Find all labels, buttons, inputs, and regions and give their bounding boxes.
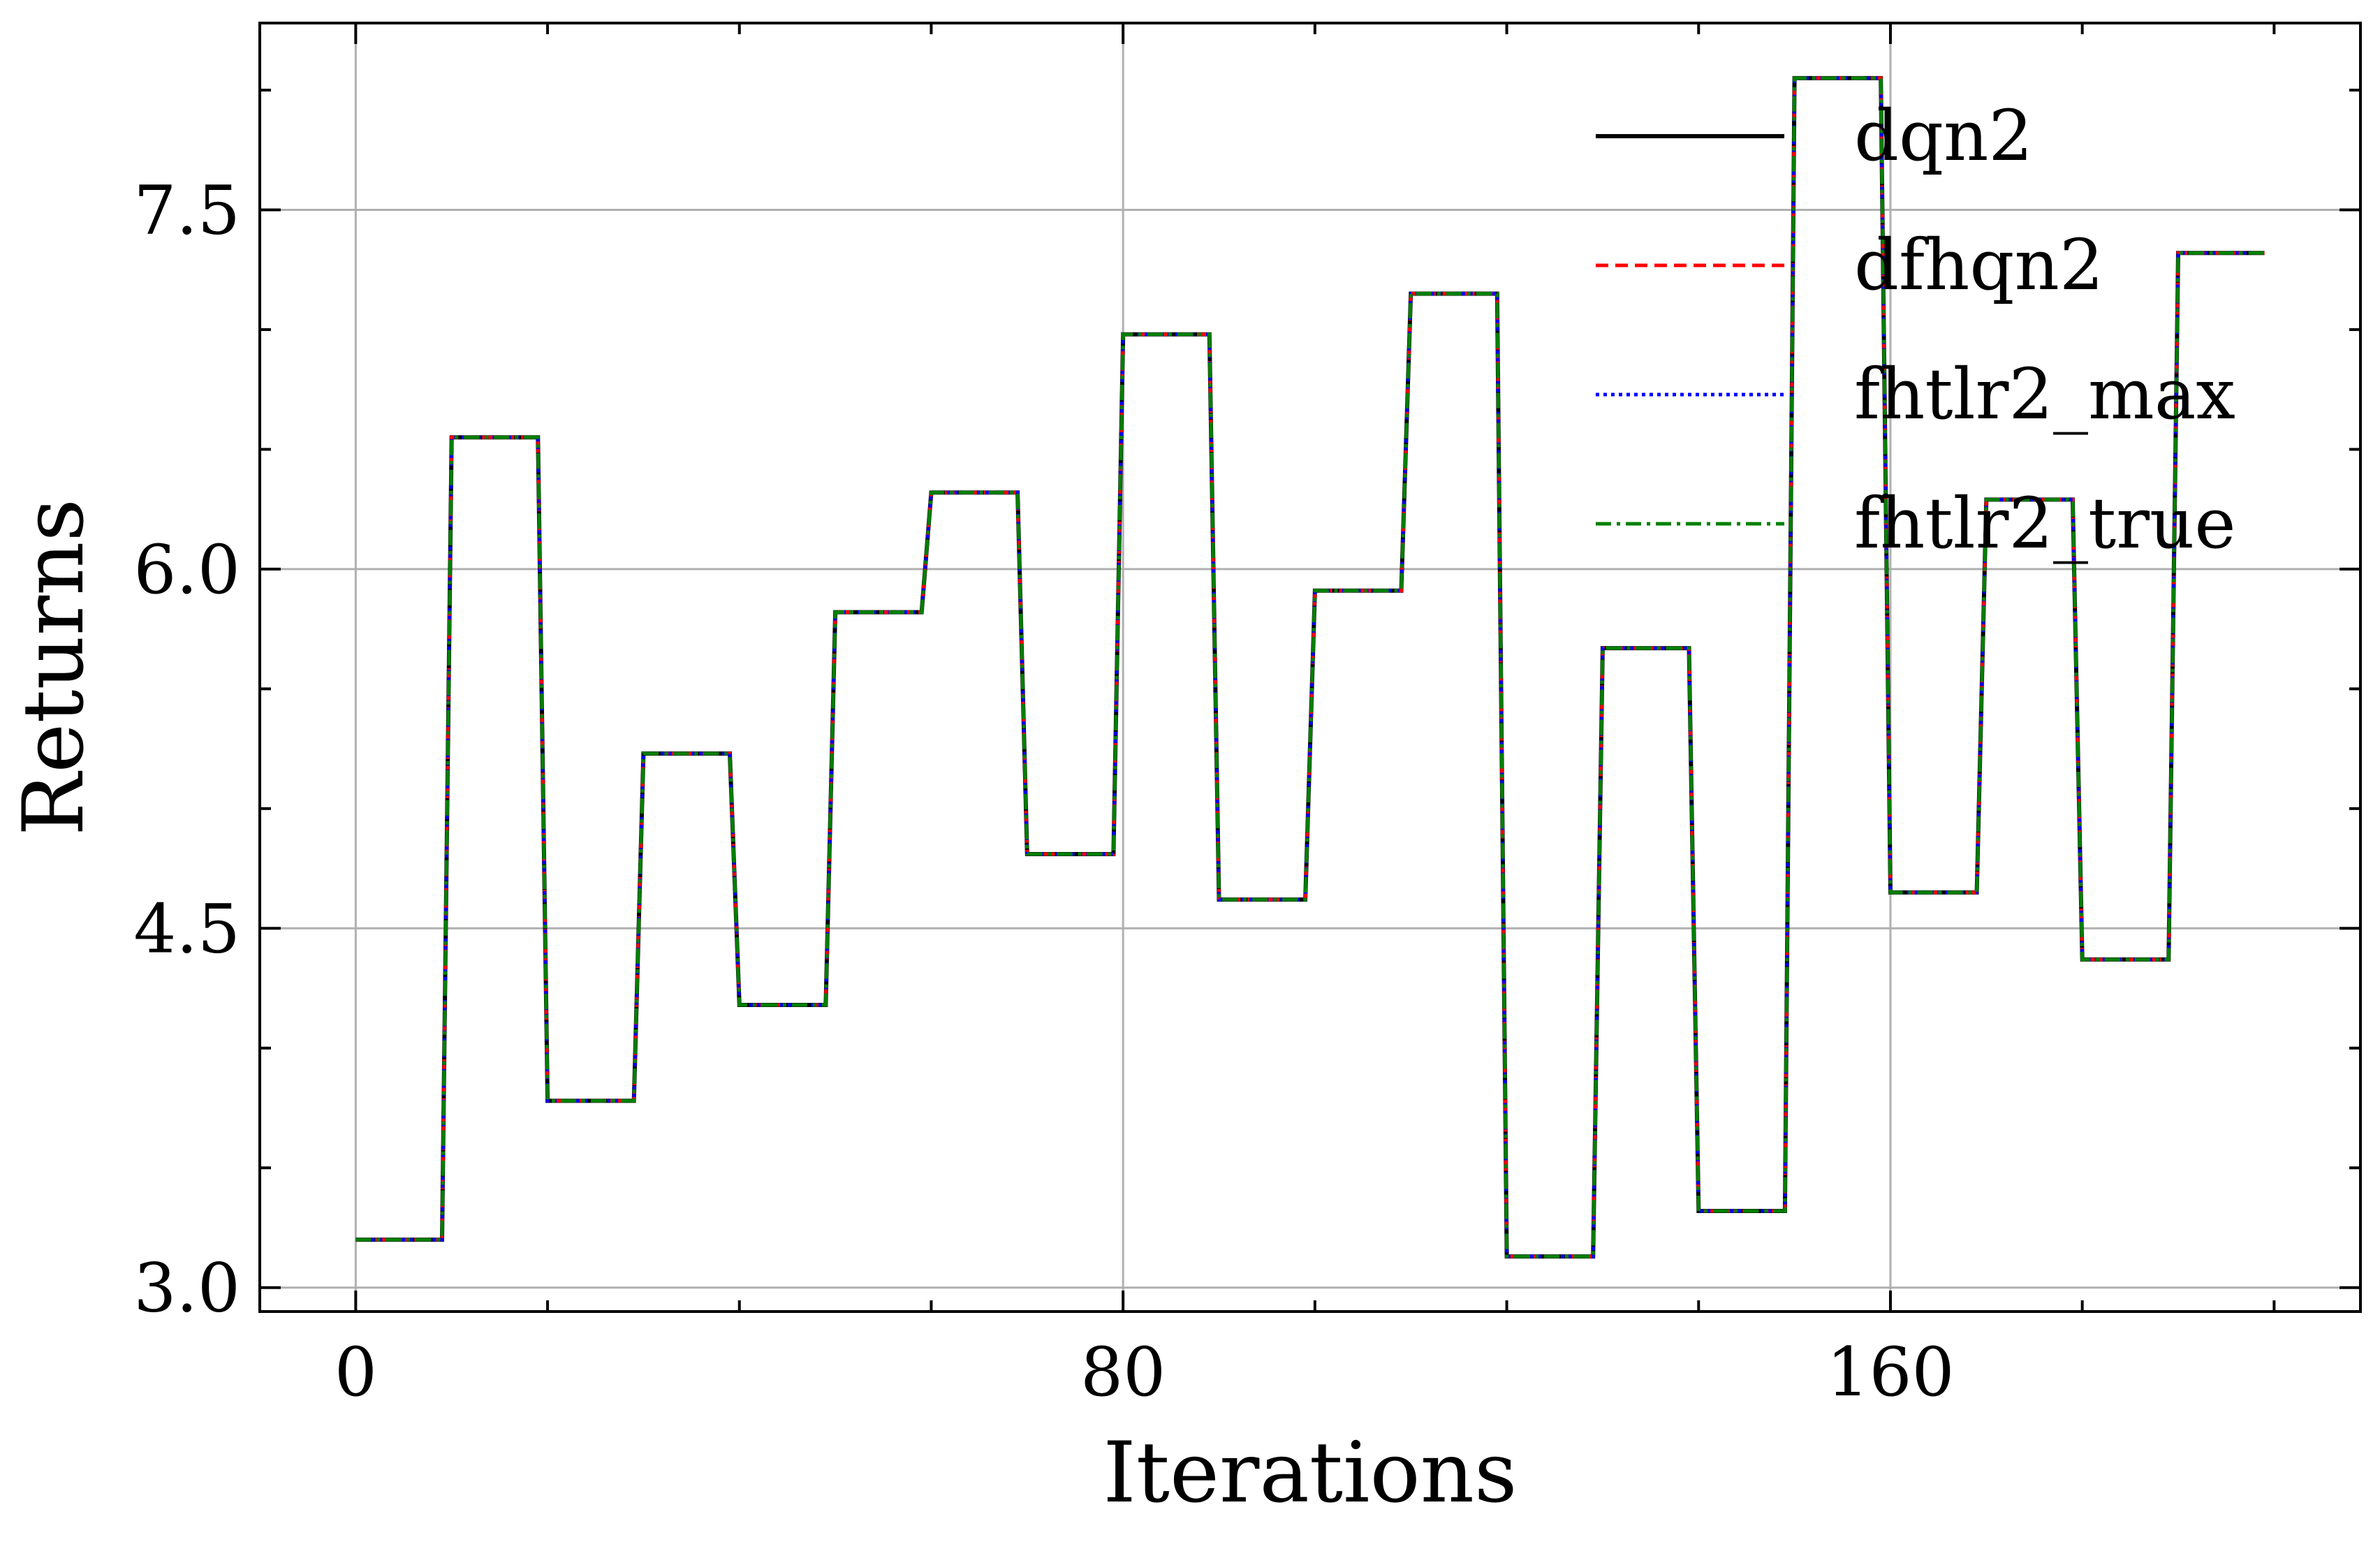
y-tick-label: 3.0 [133,1249,240,1328]
x-tick-label: 80 [1080,1333,1166,1411]
x-tick-label: 0 [335,1333,377,1411]
tick-labels: 0 80 160 3.0 4.5 6.0 7.5 [133,171,1954,1411]
grid-lines [260,23,2360,1312]
legend: dqn2 dfhqn2 fhtlr2_max fhtlr2_true [1596,95,2236,564]
y-tick-label: 7.5 [133,171,240,249]
plot-frame [258,22,2362,1313]
y-axis-title: Returns [6,499,103,836]
y-tick-label: 4.5 [133,890,240,968]
plot-series [355,75,2265,1259]
legend-label-fhtlr2-true: fhtlr2_true [1854,483,2236,564]
x-tick-label: 160 [1826,1333,1954,1411]
legend-label-dqn2: dqn2 [1854,95,2033,177]
axis-ticks [260,23,2360,1312]
legend-label-fhtlr2-max: fhtlr2_max [1854,353,2235,435]
series-line-fhtlr2-true [355,76,2265,1258]
x-axis-title: Iterations [1103,1425,1517,1522]
legend-label-dfhqn2: dfhqn2 [1854,224,2103,306]
y-tick-label: 6.0 [133,531,240,609]
